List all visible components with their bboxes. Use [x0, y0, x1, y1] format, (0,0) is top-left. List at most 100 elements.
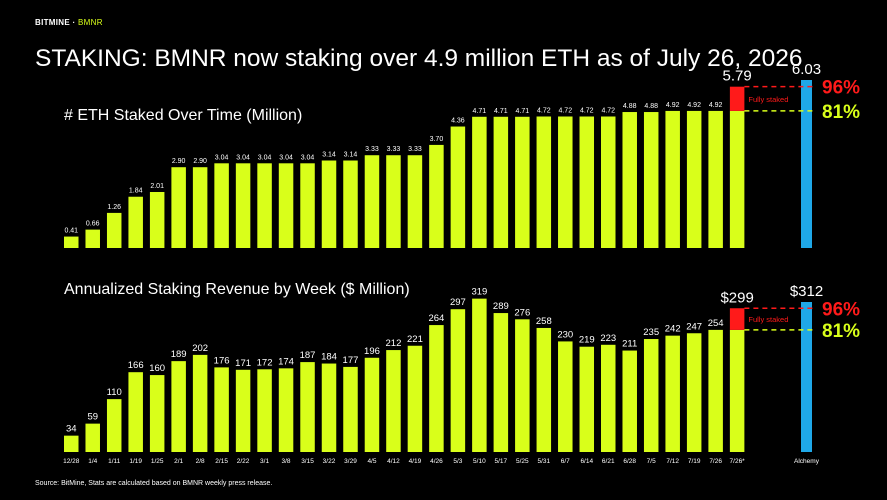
revenue-bar	[85, 423, 100, 452]
eth-staked-bar	[536, 116, 552, 248]
revenue-reference-label-1: 81%	[822, 321, 860, 342]
x-tick-label: 7/26*	[730, 458, 746, 465]
revenue-bar	[601, 344, 616, 452]
revenue-bar	[643, 339, 659, 452]
revenue-bar	[192, 354, 208, 452]
revenue-value-label: 235	[643, 327, 659, 338]
eth-staked-value-label: 4.72	[537, 107, 551, 114]
eth-staked-value-label: 4.72	[558, 107, 572, 114]
eth-staked-bar	[601, 116, 616, 248]
eth-staked-bar	[708, 110, 723, 248]
eth-staked-bar	[128, 196, 143, 248]
eth-staked-bar	[407, 155, 423, 248]
revenue-bar	[686, 333, 702, 452]
revenue-value-label: 221	[407, 334, 423, 345]
eth-staked-bar	[300, 163, 315, 248]
eth-staked-bar	[214, 163, 229, 248]
x-tick-label: 7/19	[688, 458, 701, 465]
revenue-bar	[257, 369, 272, 452]
page-title: STAKING: BMNR now staking over 4.9 milli…	[35, 45, 803, 72]
eth-staked-bar	[257, 163, 272, 248]
eth-staked-value-label: 4.92	[709, 102, 723, 109]
revenue-bar	[214, 367, 229, 452]
x-tick-label: 3/29	[344, 458, 357, 465]
eth-staked-reference-label-1: 81%	[822, 102, 860, 123]
x-tick-label: 7/12	[666, 458, 679, 465]
eth-staked-bar	[622, 112, 637, 249]
x-tick-label: 6/7	[561, 458, 570, 465]
revenue-bar	[64, 435, 79, 452]
eth-staked-bar	[64, 236, 79, 248]
revenue-reference-label-0: 96%	[822, 299, 860, 320]
revenue-bar	[106, 399, 122, 452]
eth-staked-value-label: 4.88	[644, 103, 658, 110]
revenue-bar	[450, 309, 466, 452]
revenue-bar	[300, 362, 315, 452]
x-tick-label: 2/22	[237, 458, 250, 465]
eth-staked-bar	[579, 116, 595, 248]
eth-staked-value-label: 1.26	[107, 204, 121, 211]
eth-staked-chart-title: # ETH Staked Over Time (Million)	[64, 107, 303, 124]
eth-staked-fully-staked-segment	[729, 86, 745, 111]
revenue-value-label: 176	[214, 355, 230, 366]
revenue-value-label: 212	[386, 338, 402, 349]
eth-staked-value-label: 4.92	[666, 102, 680, 109]
eth-staked-bar	[493, 116, 509, 248]
revenue-value-label: 59	[87, 412, 98, 423]
revenue-bar	[149, 375, 165, 452]
x-tick-label: 3/22	[323, 458, 336, 465]
eth-staked-bar	[643, 112, 659, 249]
revenue-value-label: 174	[278, 356, 294, 367]
eth-staked-value-label: 4.92	[687, 102, 701, 109]
revenue-value-label: 289	[493, 301, 509, 312]
revenue-bar	[665, 335, 680, 452]
revenue-bar	[128, 372, 143, 452]
x-tick-label: 1/19	[129, 458, 142, 465]
x-tick-label: 4/19	[409, 458, 422, 465]
revenue-value-label: 166	[128, 360, 144, 371]
eth-staked-bar	[429, 144, 444, 248]
eth-staked-bar	[192, 167, 208, 248]
revenue-value-label: 258	[536, 316, 552, 327]
eth-staked-reference-label-0: 96%	[822, 78, 860, 99]
revenue-bar	[386, 350, 401, 452]
x-tick-label: 6/28	[623, 458, 636, 465]
eth-staked-bar	[343, 160, 358, 248]
x-tick-label: 6/14	[580, 458, 593, 465]
x-tick-label: 12/28	[63, 458, 80, 465]
eth-staked-fully-staked-label: Fully staked	[748, 95, 788, 104]
revenue-value-label: 110	[107, 387, 122, 398]
revenue-bar	[278, 368, 294, 452]
revenue-bar	[622, 350, 637, 452]
revenue-bar	[171, 361, 186, 452]
eth-staked-value-label: 3.04	[279, 154, 293, 161]
revenue-value-label: 247	[686, 321, 702, 332]
revenue-value-label: 319	[471, 287, 487, 298]
x-tick-label: 4/26	[430, 458, 443, 465]
revenue-bar	[579, 346, 595, 452]
eth-staked-bar	[686, 110, 702, 248]
eth-staked-value-label: 4.71	[473, 108, 487, 115]
x-tick-label: 5/3	[453, 458, 462, 465]
eth-staked-value-label: 3.33	[408, 146, 422, 153]
revenue-bar	[343, 366, 358, 452]
eth-staked-value-label: 3.14	[322, 152, 336, 159]
revenue-value-label: 202	[192, 343, 208, 354]
eth-staked-bar	[729, 110, 745, 248]
revenue-value-label: 189	[171, 349, 187, 360]
eth-staked-value-label: 4.71	[494, 108, 508, 115]
revenue-value-label: 184	[321, 352, 337, 363]
x-tick-label: 5/10	[473, 458, 486, 465]
x-tick-label: 3/1	[260, 458, 269, 465]
eth-staked-value-label: 3.33	[365, 146, 379, 153]
eth-staked-value-label: 4.36	[451, 118, 465, 125]
x-tick-label: 1/11	[108, 458, 121, 465]
x-tick-label: 5/17	[495, 458, 508, 465]
x-tick-label: 3/8	[282, 458, 291, 465]
eth-staked-bar	[85, 229, 100, 248]
revenue-value-label: 219	[579, 335, 595, 346]
revenue-value-label: 171	[235, 358, 251, 369]
revenue-bar	[515, 319, 530, 452]
eth-staked-bar	[321, 160, 337, 248]
